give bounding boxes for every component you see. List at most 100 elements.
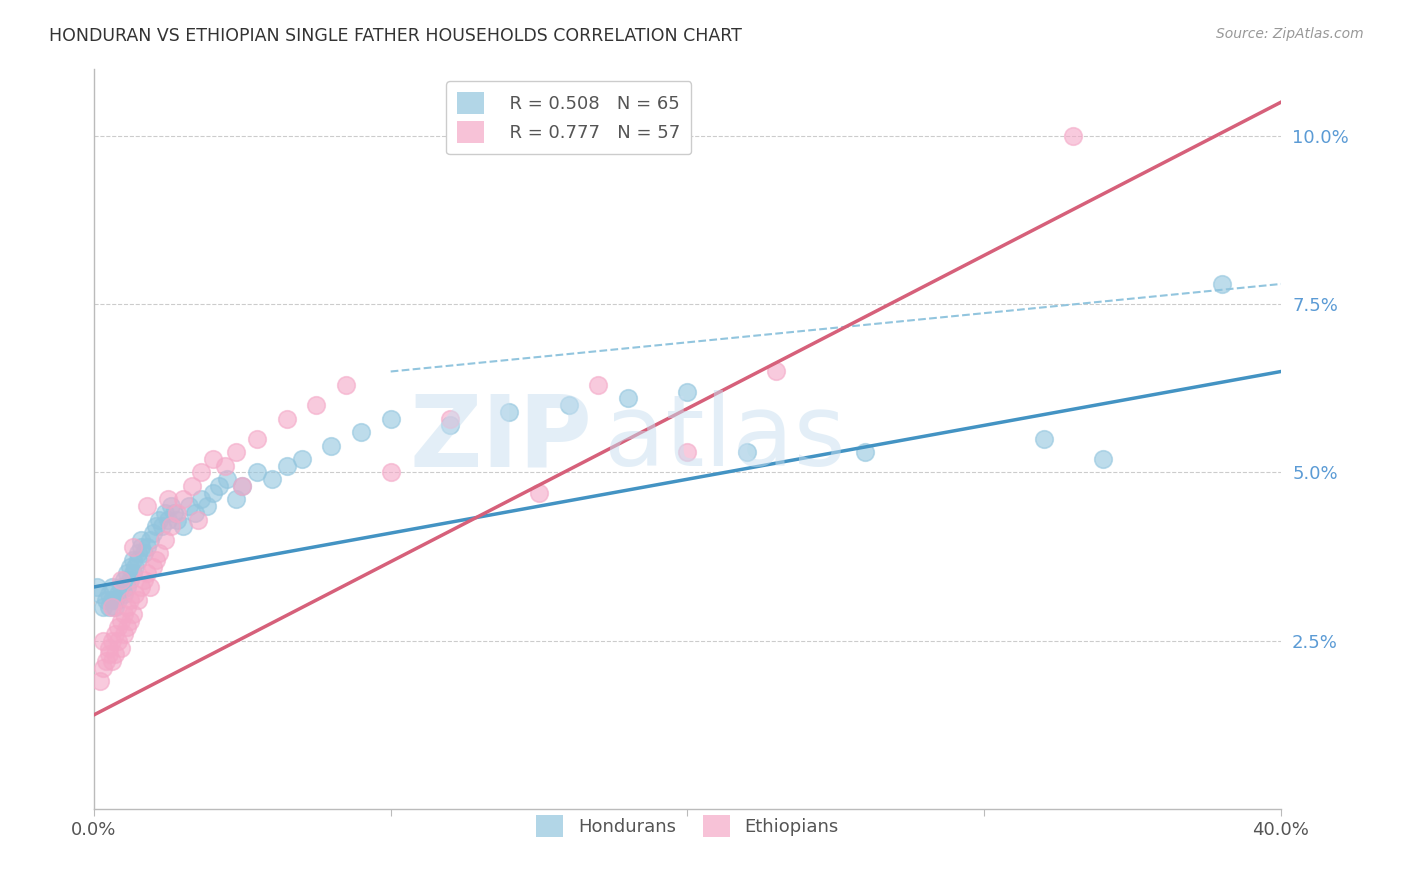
Point <box>676 384 699 399</box>
Point <box>97 640 120 655</box>
Point <box>160 519 183 533</box>
Point <box>97 647 120 661</box>
Point <box>124 559 146 574</box>
Point <box>112 587 135 601</box>
Point <box>276 411 298 425</box>
Point <box>439 418 461 433</box>
Point <box>276 458 298 473</box>
Point <box>112 573 135 587</box>
Point <box>121 540 143 554</box>
Text: HONDURAN VS ETHIOPIAN SINGLE FATHER HOUSEHOLDS CORRELATION CHART: HONDURAN VS ETHIOPIAN SINGLE FATHER HOUS… <box>49 27 742 45</box>
Point <box>131 533 153 547</box>
Point <box>157 492 180 507</box>
Point <box>180 479 202 493</box>
Point <box>121 553 143 567</box>
Point <box>150 519 173 533</box>
Point <box>201 485 224 500</box>
Point <box>439 411 461 425</box>
Point <box>121 607 143 621</box>
Point <box>100 654 122 668</box>
Text: atlas: atlas <box>605 391 846 487</box>
Point <box>94 654 117 668</box>
Point <box>107 593 129 607</box>
Point <box>855 445 877 459</box>
Point <box>91 633 114 648</box>
Point <box>145 519 167 533</box>
Point <box>131 540 153 554</box>
Point <box>104 647 127 661</box>
Point <box>321 439 343 453</box>
Point <box>177 499 200 513</box>
Point <box>136 499 159 513</box>
Point <box>100 633 122 648</box>
Point <box>118 559 141 574</box>
Point <box>139 580 162 594</box>
Point <box>172 519 194 533</box>
Point <box>246 466 269 480</box>
Point <box>142 526 165 541</box>
Point <box>121 566 143 581</box>
Point <box>214 458 236 473</box>
Point <box>110 573 132 587</box>
Point <box>172 492 194 507</box>
Point <box>86 580 108 594</box>
Point <box>127 546 149 560</box>
Point <box>145 553 167 567</box>
Point <box>97 587 120 601</box>
Point <box>190 466 212 480</box>
Point <box>112 607 135 621</box>
Point <box>148 513 170 527</box>
Text: Source: ZipAtlas.com: Source: ZipAtlas.com <box>1216 27 1364 41</box>
Point <box>127 593 149 607</box>
Point <box>89 587 111 601</box>
Point <box>100 600 122 615</box>
Point <box>104 600 127 615</box>
Point <box>107 587 129 601</box>
Point <box>225 445 247 459</box>
Point <box>100 580 122 594</box>
Point <box>89 674 111 689</box>
Point <box>97 600 120 615</box>
Point <box>201 452 224 467</box>
Point <box>153 506 176 520</box>
Point <box>676 445 699 459</box>
Point <box>207 479 229 493</box>
Point <box>94 593 117 607</box>
Point <box>148 546 170 560</box>
Point <box>115 620 138 634</box>
Point <box>91 600 114 615</box>
Point <box>110 580 132 594</box>
Point <box>166 513 188 527</box>
Point <box>136 566 159 581</box>
Point <box>217 472 239 486</box>
Point <box>100 593 122 607</box>
Point <box>107 633 129 648</box>
Point <box>112 627 135 641</box>
Legend: Hondurans, Ethiopians: Hondurans, Ethiopians <box>529 808 846 845</box>
Point <box>335 378 357 392</box>
Point <box>558 398 581 412</box>
Point <box>380 466 402 480</box>
Point <box>1032 432 1054 446</box>
Point <box>118 593 141 607</box>
Point <box>136 540 159 554</box>
Point <box>115 566 138 581</box>
Point <box>225 492 247 507</box>
Point <box>1091 452 1114 467</box>
Point <box>184 506 207 520</box>
Point <box>163 506 186 520</box>
Point <box>246 432 269 446</box>
Point <box>134 546 156 560</box>
Point <box>115 580 138 594</box>
Point <box>588 378 610 392</box>
Point <box>157 513 180 527</box>
Point <box>187 513 209 527</box>
Point <box>104 627 127 641</box>
Point <box>1062 128 1084 143</box>
Point <box>305 398 328 412</box>
Point <box>115 600 138 615</box>
Point <box>190 492 212 507</box>
Point <box>765 364 787 378</box>
Point <box>107 620 129 634</box>
Point <box>231 479 253 493</box>
